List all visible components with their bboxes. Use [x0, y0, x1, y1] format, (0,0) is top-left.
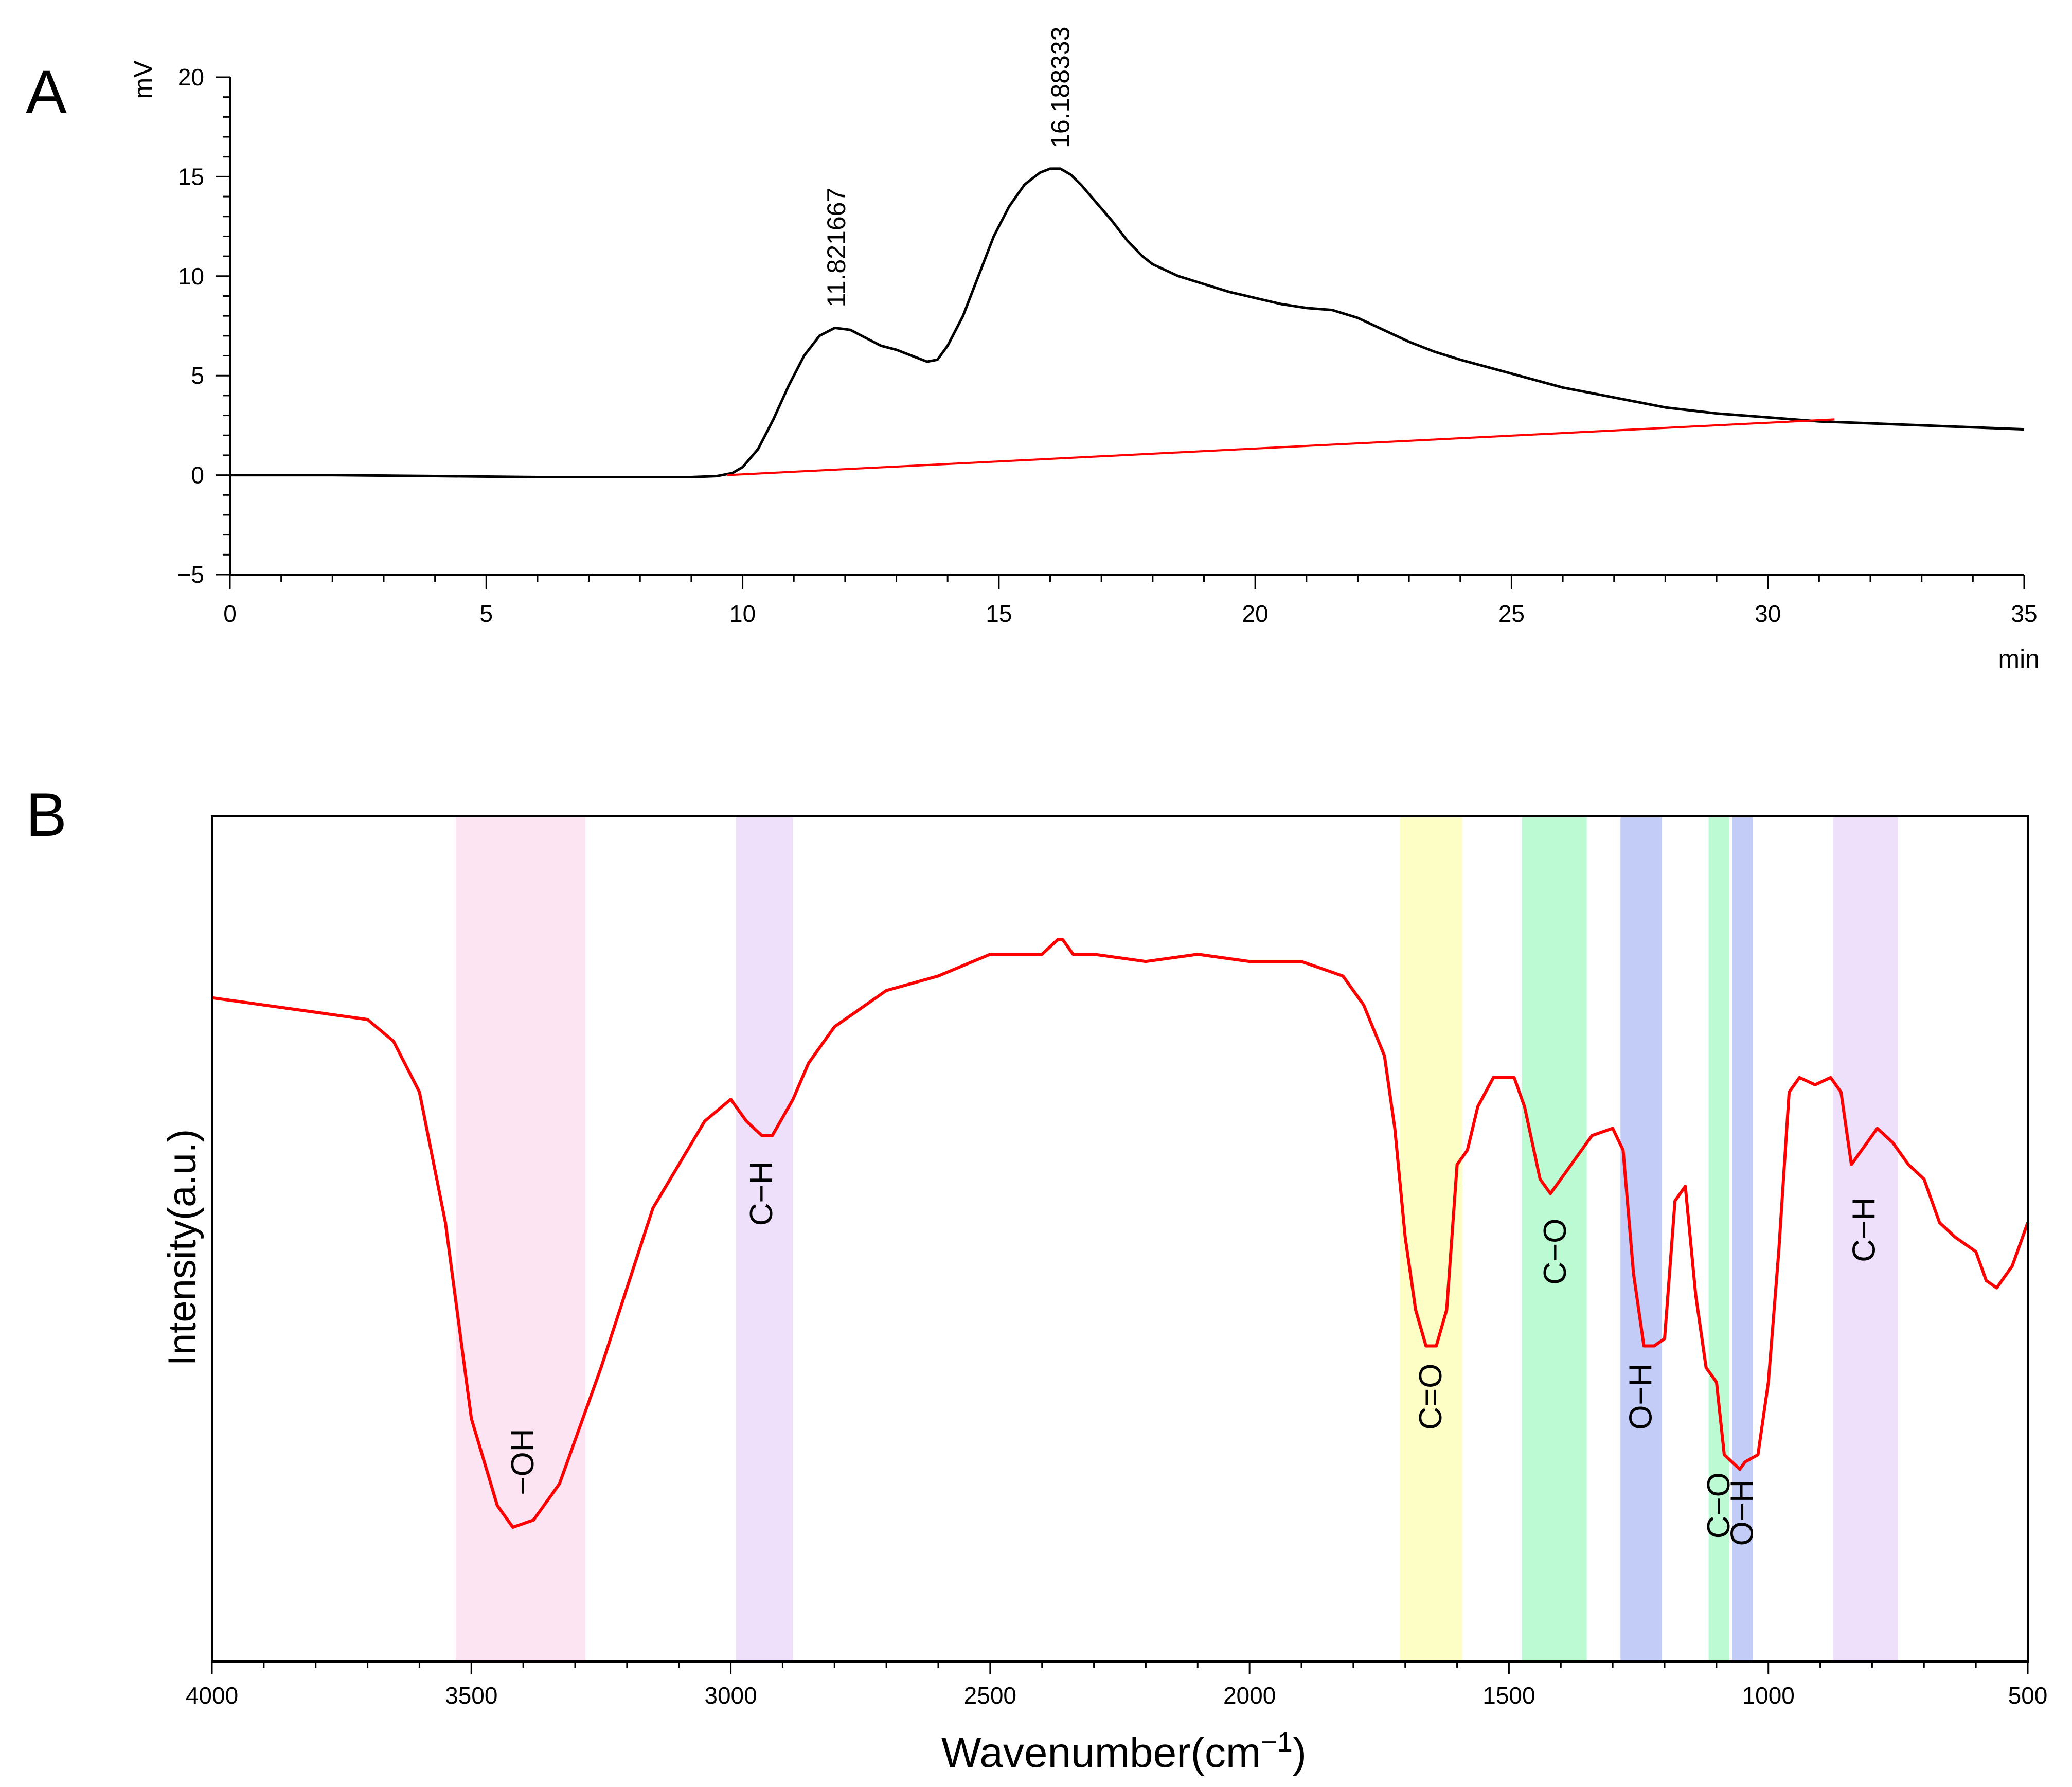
panel-a-ticks: 0 5 10 15 20 25 30 35 −5 0 5 10 15 20	[177, 64, 2038, 627]
panel-b-bands	[456, 816, 1898, 1661]
panel-a-baseline-line	[727, 418, 1835, 476]
panel-b-band-label: C−O	[1538, 1219, 1573, 1285]
panel-b-x-tick-label: 1500	[1482, 1682, 1535, 1709]
panel-b-x-axis-title: Wavenumber(cm−1)	[941, 1727, 1307, 1776]
panel-a-x-axis-title: min	[1998, 645, 2040, 673]
panel-a-x-tick-label: 15	[986, 600, 1012, 627]
panel-b-ftir: B 4000 3500 3000 2500 2000 1500 1000 500 −OH C−H…	[26, 780, 2047, 1776]
panel-a-peak-label: 16.188333	[1046, 27, 1075, 148]
panel-a-y-tick-label: 10	[178, 263, 204, 290]
panel-b-x-tick-label: 500	[2008, 1682, 2048, 1709]
panel-a-x-tick-label: 30	[1755, 600, 1781, 627]
panel-b-band	[1833, 816, 1898, 1661]
panel-b-band	[1620, 816, 1662, 1661]
panel-a-y-tick-label: 15	[178, 163, 204, 190]
panel-b-band	[736, 816, 793, 1661]
panel-a-chromatogram-line	[230, 167, 2025, 478]
panel-b-x-tick-label: 2000	[1223, 1682, 1276, 1709]
panel-b-x-tick-label: 4000	[186, 1682, 238, 1709]
panel-a-y-tick-label: −5	[177, 561, 204, 588]
panel-b-x-tick-label: 3500	[445, 1682, 497, 1709]
panel-b-x-axis-title-sup: −1	[1261, 1727, 1293, 1758]
panel-b-band	[1708, 816, 1730, 1661]
panel-b-band	[456, 816, 586, 1661]
panel-b-label: B	[26, 780, 67, 849]
panel-b-spectrum-line	[211, 938, 2029, 1529]
panel-a-axes	[229, 77, 2024, 576]
panel-b-band	[1522, 816, 1587, 1661]
panel-a-x-tick-label: 25	[1498, 600, 1525, 627]
panel-b-x-tick-label: 3000	[704, 1682, 757, 1709]
panel-b-x-tick-label: 1000	[1742, 1682, 1795, 1709]
panel-a-x-tick-label: 35	[2011, 600, 2037, 627]
panel-b-band-labels: −OHC−HC=OC−OO−HC−OO−HC−H	[505, 1161, 1882, 1546]
panel-b-axes	[211, 815, 2029, 1663]
panel-a-y-tick-label: 20	[178, 64, 204, 91]
panel-b-x-axis-title-main: Wavenumber(cm	[941, 1729, 1261, 1776]
panel-a-chromatogram: A 0 5 10 15 20 25 30 35 −5 0 5 10 15 20 11.821667 16.1…	[26, 27, 2040, 673]
panel-b-band-label: C−O	[1701, 1472, 1737, 1539]
panel-b-frame	[211, 815, 2029, 1663]
panel-b-band-label: O−H	[1724, 1479, 1760, 1546]
panel-a-x-tick-label: 20	[1242, 600, 1269, 627]
panel-b-band-label: C−H	[1846, 1198, 1882, 1262]
panel-a-series	[230, 167, 2025, 478]
panel-a-y-tick-label: 5	[191, 362, 204, 389]
panel-a-annotations: 11.821667 16.188333	[822, 27, 1075, 308]
panel-b-x-tick-label: 2500	[964, 1682, 1016, 1709]
panel-a-y-axis-title: mV	[129, 60, 157, 99]
panel-b-band-label: C−H	[744, 1161, 779, 1226]
panel-b-y-axis-title: Intensity(a.u.)	[160, 1129, 204, 1366]
panel-b-x-axis-title-suffix: )	[1293, 1729, 1307, 1776]
panel-b-series	[211, 938, 2029, 1529]
panel-a-label: A	[26, 58, 67, 127]
panel-a-x-tick-label: 10	[729, 600, 756, 627]
panel-b-band-label: C=O	[1413, 1364, 1449, 1430]
panel-b-band-label: −OH	[505, 1428, 541, 1495]
panel-a-y-tick-label: 0	[191, 462, 204, 489]
panel-b-band	[1732, 816, 1753, 1661]
panel-a-x-tick-label: 0	[223, 600, 237, 627]
panel-b-ticks: 4000 3500 3000 2500 2000 1500 1000 500	[186, 1661, 2048, 1709]
panel-a-peak-label: 11.821667	[822, 188, 851, 308]
panel-a-x-tick-label: 5	[479, 600, 493, 627]
panel-b-band-label: O−H	[1623, 1364, 1659, 1430]
